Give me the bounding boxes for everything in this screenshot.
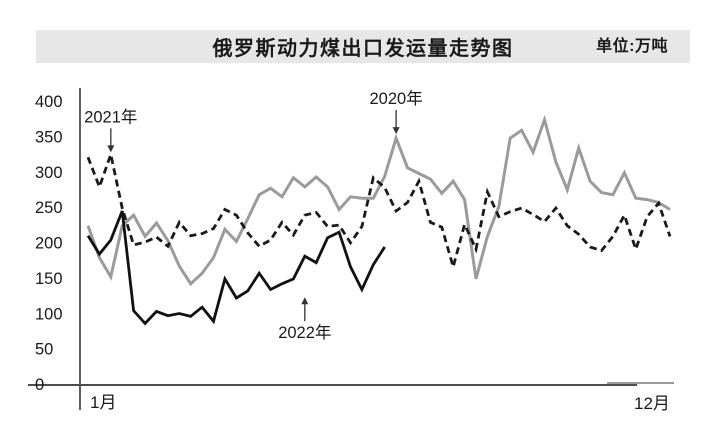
series-line-2020年 — [86, 114, 671, 287]
y-axis-label: 50 — [35, 341, 53, 359]
x-axis-label-end: 12月 — [634, 394, 670, 413]
y-axis-label: 150 — [35, 270, 63, 288]
y-axis-label: 250 — [35, 199, 63, 217]
x-axis-label-start: 1月 — [90, 393, 116, 412]
annotation-arrowhead — [301, 297, 309, 305]
y-axis-label: 300 — [35, 164, 63, 182]
annotation-arrowhead — [392, 127, 400, 135]
y-axis-label: 100 — [35, 305, 63, 323]
y-axis-label: 0 — [35, 376, 44, 394]
annotation-label: 2021年 — [84, 107, 137, 126]
annotation-label: 2020年 — [370, 89, 423, 108]
unit-label: 单位:万吨 — [596, 38, 668, 55]
chart-title: 俄罗斯动力煤出口发运量走势图 — [212, 38, 514, 60]
chart-header: 俄罗斯动力煤出口发运量走势图 单位:万吨 — [36, 30, 690, 63]
annotation-label: 2022年 — [278, 323, 331, 342]
y-axis-label: 200 — [35, 235, 63, 253]
series-line-2022年 — [86, 210, 386, 326]
y-axis-label: 400 — [35, 93, 63, 111]
y-axis-label: 350 — [35, 128, 63, 146]
series-line-2021年 — [86, 149, 672, 273]
annotation-arrowhead — [107, 145, 115, 153]
